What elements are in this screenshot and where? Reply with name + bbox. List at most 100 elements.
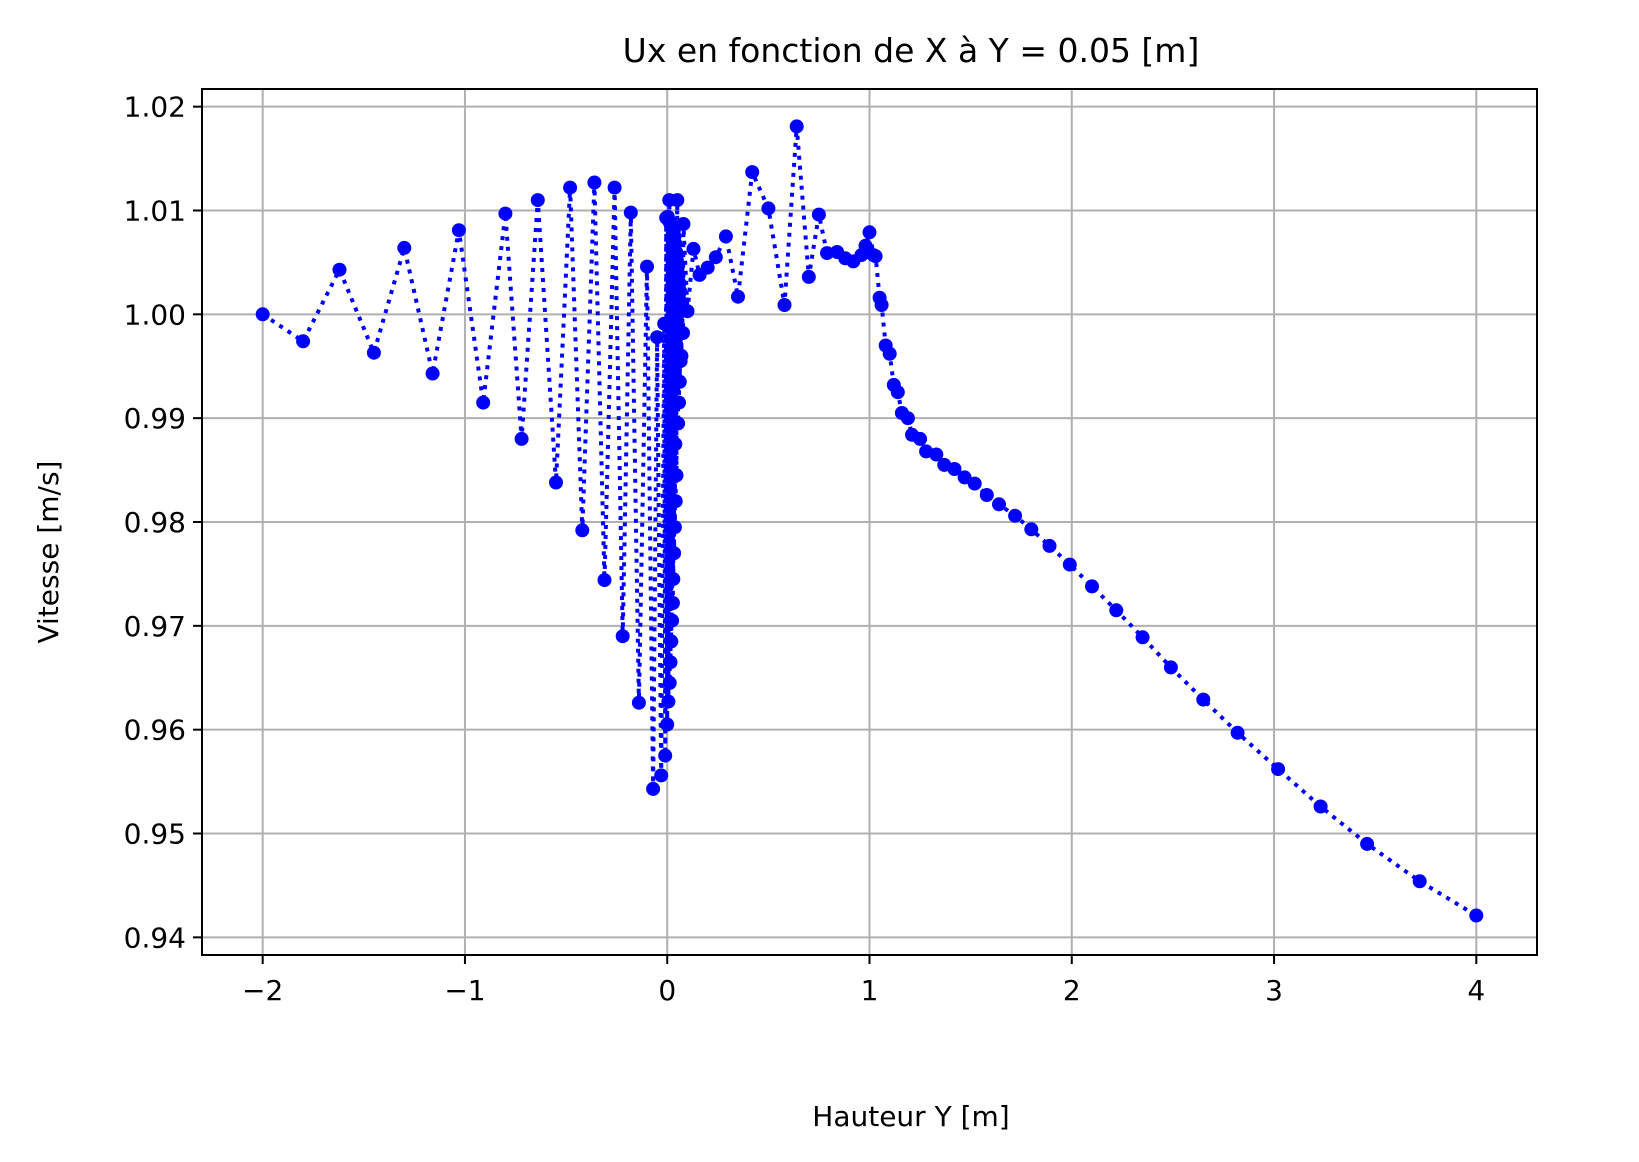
data-point [868, 249, 883, 264]
data-point [668, 437, 683, 452]
data-point [672, 374, 687, 389]
data-point [498, 206, 513, 221]
data-point [665, 613, 680, 628]
data-point [882, 346, 897, 361]
x-tick-label: 1 [861, 974, 879, 1007]
y-tick-label: 0.97 [124, 610, 186, 643]
data-point [575, 523, 590, 538]
chart-title: Ux en fonction de X à Y = 0.05 [m] [623, 31, 1200, 70]
data-point [811, 207, 826, 222]
data-point [667, 520, 682, 535]
data-point [1062, 557, 1077, 572]
data-point [1196, 692, 1211, 707]
data-point [563, 180, 578, 195]
data-point [913, 431, 928, 446]
data-point [761, 201, 776, 216]
y-tick-label: 0.95 [124, 818, 186, 851]
data-point [874, 298, 889, 312]
data-point [789, 119, 804, 134]
y-tick-label: 1.02 [124, 91, 186, 124]
x-tick-label: 2 [1063, 974, 1081, 1007]
data-point [676, 217, 691, 231]
y-tick-label: 0.98 [124, 506, 186, 539]
data-point [597, 573, 612, 588]
data-point [631, 695, 646, 710]
y-tick-label: 0.99 [124, 402, 186, 435]
data-point [670, 193, 685, 208]
data-point [660, 717, 675, 732]
data-point [676, 326, 690, 340]
data-point [1109, 603, 1124, 618]
data-point [549, 475, 563, 490]
data-point [1008, 508, 1023, 523]
data-point [514, 431, 529, 446]
data-point [1135, 630, 1150, 645]
data-point [673, 284, 688, 299]
data-point [332, 262, 347, 277]
data-point [992, 497, 1006, 512]
data-point [366, 345, 381, 360]
data-point [664, 634, 679, 649]
data-point [674, 348, 689, 363]
data-point [1469, 908, 1484, 923]
series-0 [255, 119, 1484, 923]
data-point [476, 395, 491, 410]
data-point [862, 225, 877, 240]
data-point [1024, 522, 1039, 537]
x-tick-label: 4 [1467, 974, 1485, 1007]
data-point [615, 629, 630, 644]
data-point [397, 240, 412, 255]
data-point [640, 259, 654, 274]
data-point [665, 596, 680, 610]
data-point [947, 462, 962, 476]
data-point [680, 304, 695, 319]
data-point [255, 307, 270, 322]
data-point [1313, 799, 1328, 814]
data-point [900, 411, 915, 426]
data-point [957, 470, 972, 485]
data-point [661, 694, 676, 709]
data-point [425, 366, 440, 381]
x-tick-label: 3 [1265, 974, 1283, 1007]
data-point [657, 316, 672, 331]
y-tick-label: 0.94 [124, 921, 186, 954]
data-point [654, 768, 669, 783]
data-point [669, 468, 684, 483]
data-point [1271, 762, 1286, 777]
data-point [929, 447, 944, 462]
data-point [607, 180, 622, 195]
data-point [890, 385, 905, 400]
data-point [979, 488, 994, 502]
data-point [1412, 874, 1427, 889]
y-axis-label: Vitesse [m/s] [32, 461, 65, 644]
data-point [1230, 725, 1245, 740]
data-point [662, 675, 677, 690]
y-axis-ticks: 0.94 0.95 0.96 0.97 0.98 0.99 1.00 1.01 1.02 [124, 91, 202, 954]
data-point [686, 241, 701, 256]
y-tick-label: 1.00 [124, 298, 186, 331]
x-tick-label: 0 [658, 974, 676, 1007]
data-point [777, 298, 792, 312]
data-point [1042, 538, 1057, 553]
data-point [1085, 579, 1099, 594]
data-point [451, 223, 466, 238]
x-axis-label: Hauteur Y [m] [812, 1100, 1009, 1133]
data-point [820, 246, 834, 261]
data-point [296, 334, 311, 349]
data-point [666, 572, 681, 587]
data-point [663, 655, 678, 670]
x-axis-ticks: −2 −1 0 1 2 3 4 [242, 955, 1485, 1007]
y-tick-label: 0.96 [124, 714, 186, 747]
data-point [623, 205, 638, 220]
data-point [530, 193, 545, 208]
data-point [587, 175, 602, 190]
data-point [700, 260, 715, 275]
data-point [1163, 660, 1178, 675]
data-point [718, 229, 733, 244]
data-point [667, 546, 682, 561]
data-point [672, 395, 686, 410]
data-point [708, 250, 723, 265]
data-point [801, 269, 816, 284]
